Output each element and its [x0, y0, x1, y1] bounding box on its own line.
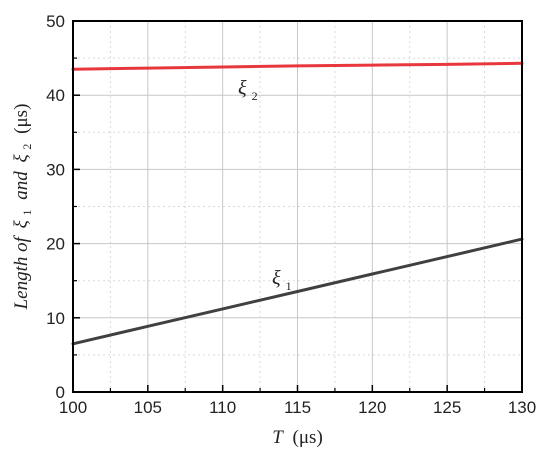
x-tick-label: 120: [358, 398, 386, 417]
x-tick-label: 105: [134, 398, 162, 417]
y-axis-label-subscript-2: 2: [20, 144, 34, 150]
y-axis-label-prefix: Length of: [11, 234, 32, 310]
series-line-xi1: [71, 237, 524, 346]
y-axis-label-symbol-2: ξ: [11, 153, 32, 162]
y-tick-label: 50: [46, 12, 65, 31]
y-tick-label: 0: [56, 383, 65, 402]
y-tick-label: 40: [46, 86, 65, 105]
x-axis-label-symbol: T: [272, 427, 284, 448]
y-tick-label: 20: [46, 235, 65, 254]
annotation-xi1: ξ 1: [272, 267, 292, 293]
x-tick-label: 125: [433, 398, 461, 417]
y-axis-label-subscript-1: 1: [20, 209, 34, 215]
x-tick-label: 110: [209, 398, 236, 417]
annotation-xi1-subscript: 1: [286, 279, 292, 293]
x-tick-label: 100: [59, 398, 87, 417]
x-tick-label: 130: [508, 398, 536, 417]
axis-ticks: 100 105 110 115 120 125 130 0 10 20 30 40 50: [46, 12, 536, 417]
y-tick-label: 10: [46, 309, 65, 328]
series-lines: [71, 61, 524, 346]
y-tick-label: 30: [46, 160, 65, 179]
x-axis-label: T (μs): [272, 427, 323, 448]
y-axis-label-symbol-1: ξ: [11, 219, 32, 228]
x-axis-label-unit: (μs): [293, 427, 323, 448]
annotation-xi2-symbol: ξ: [238, 77, 247, 99]
y-axis-label-conjunction: and: [11, 171, 32, 200]
annotation-xi1-symbol: ξ: [272, 267, 281, 289]
annotation-xi2-subscript: 2: [252, 89, 258, 103]
y-axis-label-unit: (μs): [11, 104, 32, 134]
x-tick-label: 115: [284, 398, 311, 417]
y-axis-label: Length of ξ 1 and ξ 2 (μs): [11, 104, 36, 311]
annotation-xi2: ξ 2: [238, 77, 258, 103]
series-line-xi2: [71, 61, 524, 71]
